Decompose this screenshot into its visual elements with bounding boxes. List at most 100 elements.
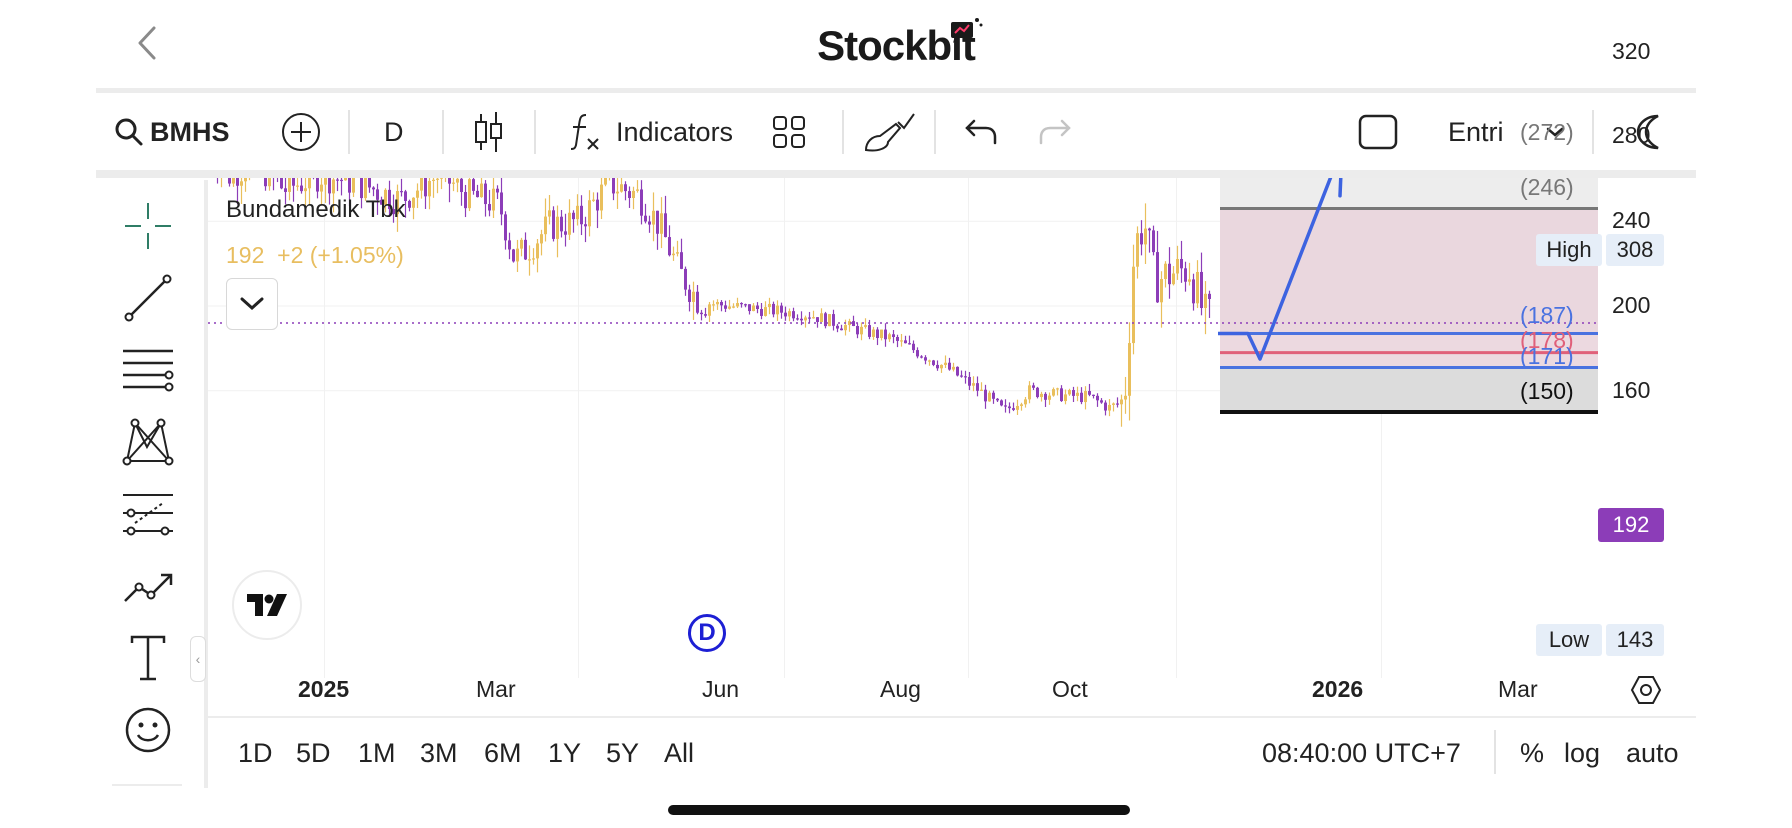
function-icon <box>570 114 599 150</box>
redo-button[interactable] <box>1038 96 1072 168</box>
y-tick-label: 240 <box>1612 207 1651 234</box>
range-1m[interactable]: 1M <box>358 737 396 768</box>
x-tick-label: Mar <box>1498 676 1538 702</box>
emoji-tool[interactable] <box>118 700 178 760</box>
interval-button[interactable]: D <box>384 96 404 168</box>
clock-time: 08:40:00 UTC+7 <box>1262 737 1461 768</box>
x-tick-label: Aug <box>880 676 921 702</box>
indicators-button[interactable]: Indicators <box>568 96 733 168</box>
log-toggle[interactable]: log <box>1564 737 1601 768</box>
redo-icon <box>1039 119 1071 145</box>
price-chart[interactable] <box>208 178 1696 708</box>
symbol-label: BMHS <box>150 116 230 147</box>
crosshair-tool[interactable] <box>118 196 178 256</box>
level-label: (150) <box>1520 378 1574 404</box>
compare-button[interactable] <box>280 96 322 168</box>
crosshair-icon <box>125 203 171 249</box>
tradingview-icon <box>247 594 287 616</box>
range-3m[interactable]: 3M <box>420 737 458 768</box>
entry-zone <box>1220 178 1598 412</box>
interval-label: D <box>384 116 404 147</box>
projection-arrow <box>1218 178 1343 361</box>
sidebar-collapse-tab[interactable]: ‹ <box>190 636 206 682</box>
y-tick-label: 320 <box>1612 37 1651 64</box>
pattern-icon <box>122 418 174 466</box>
chart-toolbar: BMHS D Indicators Entri <box>96 96 1696 168</box>
range-1y[interactable]: 1Y <box>548 737 582 768</box>
logo-text: Stockbit <box>817 18 983 70</box>
undo-button[interactable] <box>964 96 998 168</box>
x-tick-label: Oct <box>1052 676 1088 702</box>
plus-circle-icon <box>282 113 320 151</box>
toolbar-divider <box>96 170 1696 178</box>
legend-toggle-button[interactable] <box>226 278 278 330</box>
chevron-down-icon <box>1546 127 1563 137</box>
level-lines <box>1220 206 1598 414</box>
symbol-search[interactable]: BMHS <box>114 96 230 168</box>
indicators-label: Indicators <box>616 116 734 147</box>
range-5d[interactable]: 5D <box>296 737 331 768</box>
price-change: 192 +2 (+1.05%) <box>226 242 404 268</box>
drawing-mode-button[interactable] <box>862 96 918 168</box>
toolbar-separator <box>442 110 444 154</box>
high-value: 308 <box>1606 234 1664 266</box>
back-button[interactable] <box>130 22 166 64</box>
dividend-marker[interactable]: D <box>688 614 726 652</box>
chevron-down-icon <box>240 297 264 311</box>
logo: Stockbit <box>0 18 1792 70</box>
range-6m[interactable]: 6M <box>484 737 522 768</box>
trend-line-icon <box>124 274 172 322</box>
y-tick-label: 160 <box>1612 376 1651 403</box>
x-tick-label: 2025 <box>298 676 350 702</box>
theme-toggle[interactable] <box>1630 96 1664 168</box>
chevron-left-icon <box>138 26 156 60</box>
candlesticks <box>216 178 1211 427</box>
range-all[interactable]: All <box>664 737 695 768</box>
fib-tool[interactable] <box>118 340 178 400</box>
undo-icon <box>965 119 997 145</box>
level-label: (272) <box>1520 119 1574 146</box>
drawing-tools-sidebar <box>96 180 204 786</box>
auto-toggle[interactable]: auto <box>1626 737 1679 768</box>
sidebar-divider <box>112 784 182 786</box>
logo-chat-icon <box>950 18 983 43</box>
level-label: (171) <box>1520 343 1574 370</box>
layout-select[interactable]: Entri <box>1448 96 1564 168</box>
candlestick-icon <box>475 112 502 152</box>
forecast-tool[interactable] <box>118 484 178 544</box>
y-tick-label: 200 <box>1612 292 1651 318</box>
x-tick-label: Mar <box>476 676 516 702</box>
text-tool[interactable] <box>118 628 178 688</box>
chart-type-button[interactable] <box>472 96 504 168</box>
templates-button[interactable] <box>772 96 806 168</box>
range-bar: 1D 5D 1M 3M 6M 1Y 5Y All 08:40:00 UTC+7 % log a… <box>208 718 1696 788</box>
search-icon <box>115 118 143 146</box>
square-icon <box>1358 114 1398 150</box>
path-tool[interactable] <box>118 556 178 616</box>
fullscreen-button[interactable] <box>1358 96 1398 168</box>
home-indicator <box>668 805 1130 815</box>
header-divider <box>96 88 1696 93</box>
trend-line-tool[interactable] <box>118 268 178 328</box>
current-price-badge: 192 <box>1598 508 1664 542</box>
toolbar-separator <box>934 110 936 154</box>
toolbar-separator <box>348 110 350 154</box>
tradingview-logo[interactable] <box>232 570 302 640</box>
forecast-lines-icon <box>123 494 173 536</box>
toolbar-separator <box>534 110 536 154</box>
sidebar-border <box>204 180 208 788</box>
range-5y[interactable]: 5Y <box>606 737 640 768</box>
horizontal-lines-icon <box>123 349 174 392</box>
percent-toggle[interactable]: % <box>1520 737 1545 768</box>
bottom-divider <box>208 716 1696 718</box>
toolbar-separator <box>842 110 844 154</box>
smiley-icon <box>125 707 171 753</box>
moon-icon <box>1636 114 1659 150</box>
low-label: Low <box>1536 624 1602 656</box>
range-1d[interactable]: 1D <box>238 737 273 768</box>
pattern-tool[interactable] <box>118 412 178 472</box>
high-label: High <box>1536 234 1602 266</box>
chart-settings-button[interactable] <box>1630 674 1662 711</box>
y-tick-label: 280 <box>1612 122 1651 149</box>
bottom-separator <box>1494 730 1496 774</box>
